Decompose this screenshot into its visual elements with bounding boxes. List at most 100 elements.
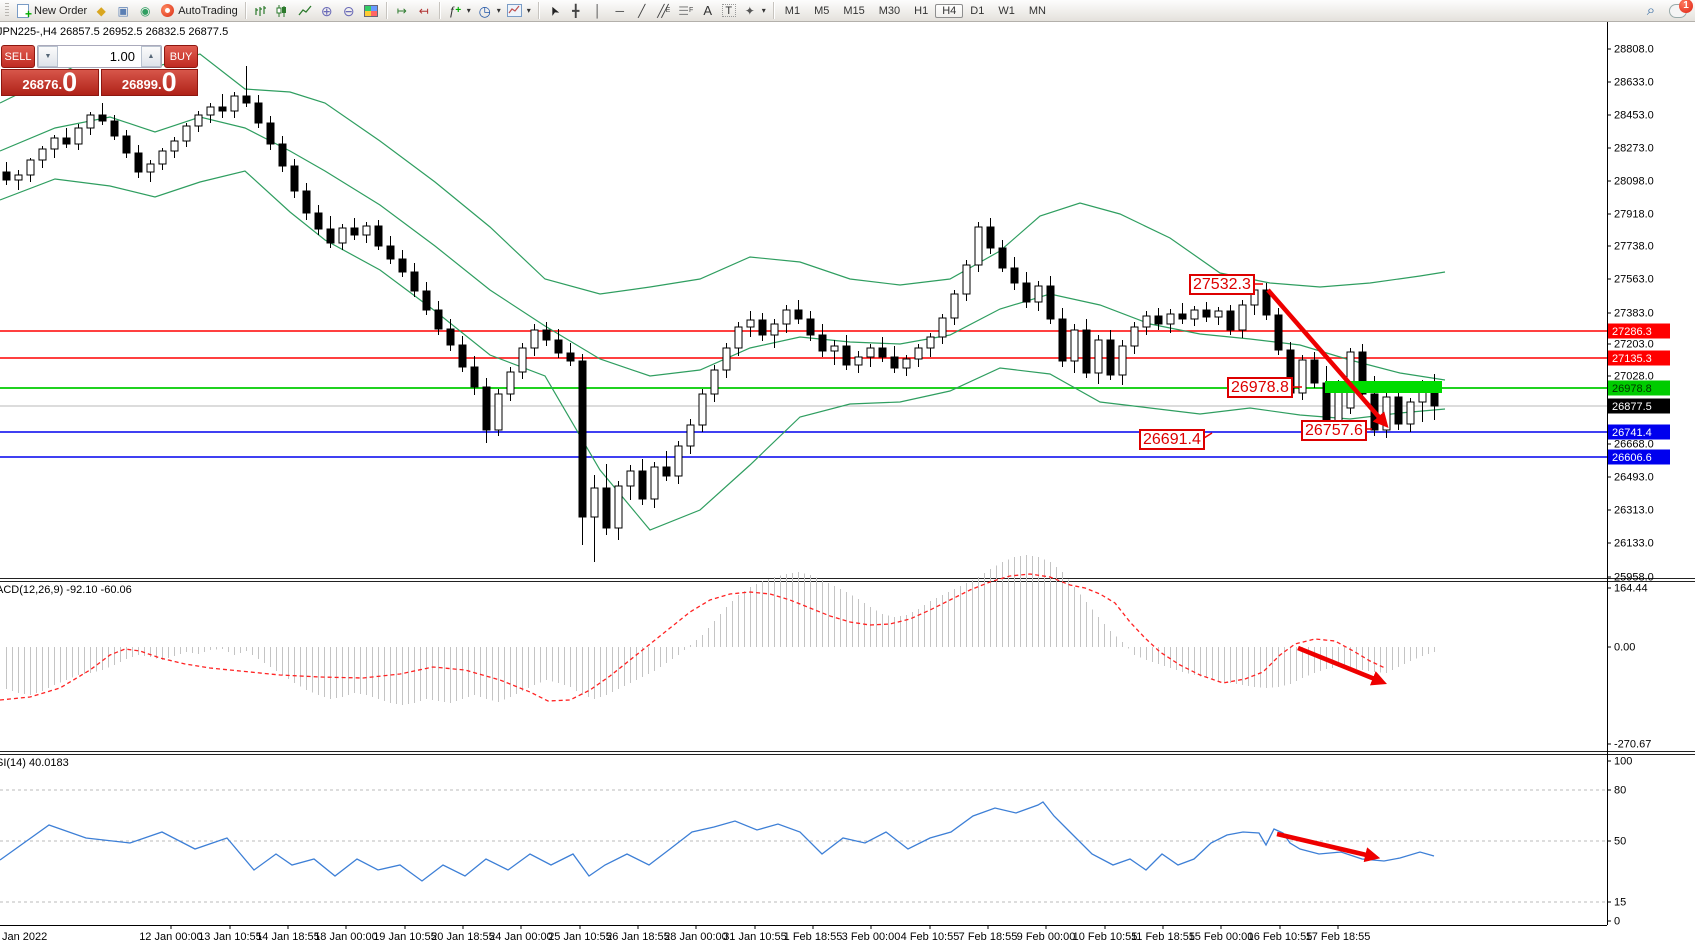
bar-chart-button[interactable] [250, 1, 272, 21]
trendline-tool-button[interactable]: ╱ [631, 1, 653, 21]
crosshair-tool-button[interactable]: ╋ [565, 1, 587, 21]
candle-body [686, 424, 695, 447]
timeframe-h1-button[interactable]: H1 [914, 4, 929, 17]
volume-increase-button[interactable]: ▲ [141, 46, 161, 67]
volume-input[interactable] [58, 46, 141, 67]
price-callout-26757.6[interactable]: 26757.6 [1301, 420, 1367, 441]
candle-body [1274, 314, 1283, 351]
channel-tool-button[interactable]: ╱╱ E [653, 1, 675, 21]
bar-chart-icon [253, 3, 269, 19]
zoom-out-icon: ⊖ [342, 2, 355, 19]
candle-body [446, 328, 455, 346]
toolbar-grip [5, 3, 9, 18]
timeframe-m15-button[interactable]: M15 [843, 4, 865, 17]
price-axis-label: 27738.0 [1614, 241, 1654, 253]
candle-body [590, 487, 599, 518]
candle-body [62, 137, 71, 145]
line-chart-button[interactable] [294, 1, 316, 21]
candle-body [842, 345, 851, 366]
signals-button[interactable]: ◉ [134, 1, 156, 21]
timeframe-m1-button[interactable]: M1 [784, 4, 801, 17]
time-axis-label: Jan 2022 [2, 931, 47, 943]
text-label-tool-button[interactable]: T [719, 1, 739, 21]
rsi-down-arrow[interactable] [1276, 831, 1381, 863]
candle-body [86, 114, 95, 129]
notifications-icon[interactable]: 1 [1669, 0, 1693, 18]
fibonacci-tool-button[interactable]: ☰ F [675, 1, 697, 21]
new-order-button[interactable]: New Order [12, 1, 90, 22]
terminal-button[interactable]: ▣ [112, 1, 134, 21]
timeframe-m30-button[interactable]: M30 [878, 4, 901, 17]
price-axis-label: 26133.0 [1614, 538, 1654, 550]
autotrading-button[interactable]: AutoTrading [156, 1, 241, 21]
auto-scroll-icon: ↤ [418, 3, 429, 18]
candle-body [206, 106, 215, 116]
sell-button[interactable]: SELL [1, 45, 35, 68]
timeframe-mn-button[interactable]: MN [1028, 4, 1046, 17]
candle-body [494, 393, 503, 431]
price-axis-label: 28098.0 [1614, 176, 1654, 188]
toolbar-separator [772, 2, 774, 19]
timeframe-h4-button[interactable]: H4 [935, 3, 964, 18]
volume-stepper: ▼ ▲ [37, 45, 162, 68]
market-watch-button[interactable]: ◆ [90, 1, 112, 21]
zoom-in-button[interactable]: ⊕ [316, 1, 338, 21]
cursor-tool-button[interactable]: ➤ [543, 1, 565, 21]
candle-body [434, 309, 443, 330]
candle-body [986, 226, 995, 249]
timeframe-d1-button[interactable]: D1 [970, 4, 985, 17]
templates-button[interactable]: ▾ [504, 1, 534, 21]
timeframe-w1-button[interactable]: W1 [998, 4, 1015, 17]
price-down-arrow[interactable] [1266, 288, 1389, 429]
candle-body [158, 150, 167, 165]
price-tag [1608, 424, 1670, 440]
buy-price[interactable]: 26899. 0 [100, 69, 198, 96]
candle-body [26, 159, 35, 176]
price-tag [1608, 380, 1670, 396]
candle-body [1082, 329, 1091, 374]
text-tool-button[interactable]: A [697, 1, 719, 21]
candle-body [866, 347, 875, 358]
candle-body [962, 264, 971, 295]
timeframe-m5-button[interactable]: M5 [814, 4, 830, 17]
sell-price[interactable]: 26876. 0 [1, 69, 99, 96]
candle-body [914, 347, 923, 360]
candle-body [1142, 315, 1151, 328]
candle-body [710, 369, 719, 395]
candlestick-chart-button[interactable] [272, 1, 294, 21]
toolbar-separator [438, 2, 440, 19]
candle-body [146, 163, 155, 173]
price-tag-label: 27135.3 [1612, 353, 1652, 365]
highlight-band[interactable] [1325, 381, 1442, 393]
price-tag-label: 26877.5 [1612, 401, 1652, 413]
candle-body [182, 125, 191, 142]
price-callout-26978.8[interactable]: 26978.8 [1227, 377, 1293, 398]
candle-body [14, 174, 23, 181]
buy-button[interactable]: BUY [164, 45, 198, 68]
volume-decrease-button[interactable]: ▼ [38, 46, 58, 67]
arrows-tool-button[interactable]: ✦ ▾ [739, 1, 769, 21]
candle-body [1118, 345, 1127, 376]
time-axis-label: 17 Feb 18:55 [1306, 931, 1371, 943]
candle-body [482, 386, 491, 431]
bollinger-middle-band [0, 116, 1446, 381]
zoom-out-button[interactable]: ⊖ [338, 1, 360, 21]
indicators-button[interactable]: ƒ + ▾ [444, 1, 474, 21]
macd-down-arrow[interactable] [1297, 645, 1387, 686]
toolbar-separator [537, 2, 539, 19]
periods-button[interactable]: ◷ ▾ [474, 1, 504, 21]
candle-body [650, 466, 659, 500]
vertical-line-tool-button[interactable]: │ [587, 1, 609, 21]
search-icon[interactable]: ⌕ [1646, 1, 1656, 19]
candle-body [1010, 267, 1019, 284]
chart-shift-button[interactable]: ↦ [391, 1, 413, 21]
auto-scroll-button[interactable]: ↤ [413, 1, 435, 21]
toolbar-separator [244, 2, 246, 19]
tile-windows-button[interactable] [360, 1, 382, 21]
price-callout-26691.4[interactable]: 26691.4 [1139, 429, 1205, 450]
candle-body [1034, 285, 1043, 303]
candle-body [1202, 309, 1211, 318]
horizontal-line-tool-button[interactable]: ─ [609, 1, 631, 21]
price-callout-27532.3[interactable]: 27532.3 [1189, 274, 1255, 295]
